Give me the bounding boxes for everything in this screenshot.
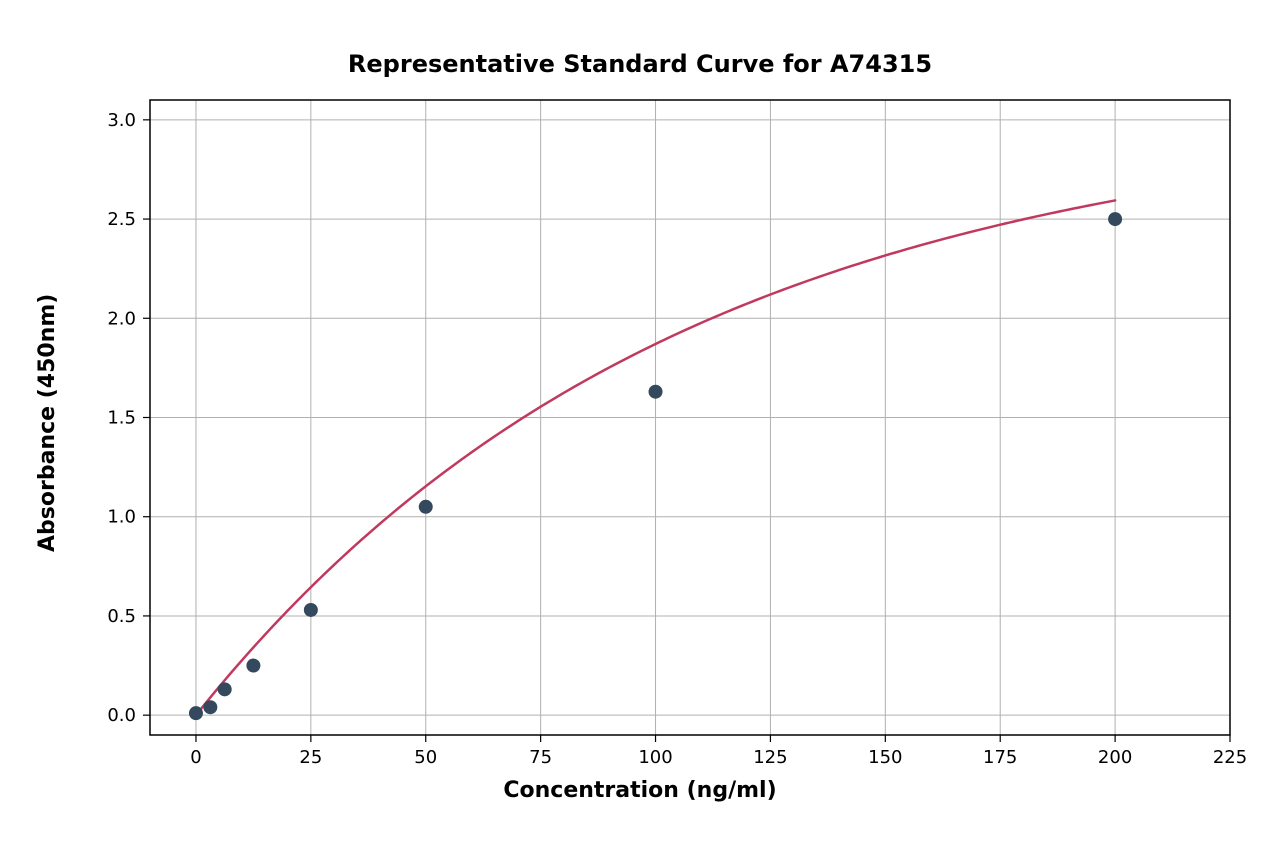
y-tick-label: 0.5 <box>107 606 136 627</box>
x-tick-label: 125 <box>753 747 787 768</box>
y-tick-label: 2.0 <box>107 308 136 329</box>
chart-title: Representative Standard Curve for A74315 <box>0 50 1280 78</box>
x-tick-label: 150 <box>868 747 902 768</box>
data-point <box>649 385 663 399</box>
data-point <box>304 603 318 617</box>
x-tick-label: 50 <box>414 747 437 768</box>
data-point <box>218 682 232 696</box>
x-tick-label: 200 <box>1098 747 1132 768</box>
y-tick-label: 1.0 <box>107 507 136 528</box>
data-point <box>1108 212 1122 226</box>
y-tick-label: 1.5 <box>107 408 136 429</box>
y-tick-label: 2.5 <box>107 209 136 230</box>
data-point <box>246 659 260 673</box>
x-axis-label: Concentration (ng/ml) <box>0 778 1280 803</box>
y-axis-label: Absorbance (450nm) <box>35 0 60 845</box>
data-point <box>419 500 433 514</box>
x-tick-label: 0 <box>190 747 201 768</box>
x-tick-label: 175 <box>983 747 1017 768</box>
chart-container: 0 25 50 75 100 125 150 175 200 225 0.0 0.5 1.0 1.5 2.0… <box>0 0 1280 845</box>
x-tick-label: 25 <box>299 747 322 768</box>
x-tick-label: 225 <box>1213 747 1247 768</box>
y-tick-label: 3.0 <box>107 110 136 131</box>
data-point <box>189 706 203 720</box>
y-tick-label: 0.0 <box>107 705 136 726</box>
x-tick-label: 75 <box>529 747 552 768</box>
chart-svg: 0 25 50 75 100 125 150 175 200 225 0.0 0.5 1.0 1.5 2.0… <box>0 0 1280 845</box>
data-point <box>203 700 217 714</box>
x-tick-label: 100 <box>638 747 672 768</box>
